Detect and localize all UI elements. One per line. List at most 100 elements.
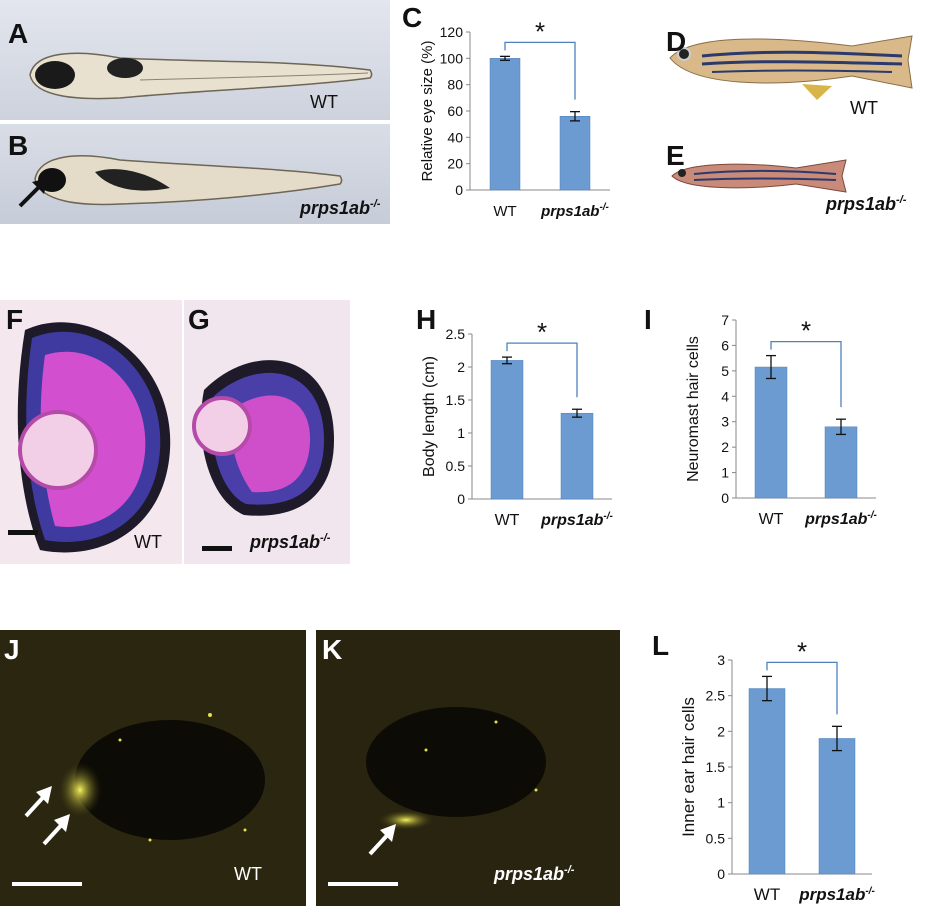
panel-letter-h: H: [416, 304, 437, 335]
y-tick-label: 0: [457, 491, 465, 507]
panel-letter-k: K: [322, 634, 343, 665]
x-tick-label: WT: [495, 512, 520, 529]
x-tick-label: prps1ab-/-: [804, 510, 877, 528]
confocal-mutant-drawing: [316, 630, 620, 906]
genotype-superscript: -/-: [370, 198, 381, 210]
x-tick-label: WT: [759, 511, 784, 528]
significance-bracket: [504, 41, 576, 100]
y-tick-label: 100: [440, 50, 464, 66]
y-tick-label: 1: [721, 465, 729, 481]
panel-letter-e: E: [666, 140, 685, 171]
panel-letter-c: C: [402, 2, 423, 33]
panel-f-eye-section: [0, 300, 182, 564]
y-tick-label: 7: [721, 312, 729, 328]
arrow-icon: [24, 786, 52, 818]
y-tick-label: 2: [717, 723, 725, 739]
genotype-name: prps1ab: [494, 864, 565, 884]
panel-a-genotype: WT: [310, 92, 338, 112]
panel-letter-f: F: [6, 304, 24, 335]
x-tick-label: WT: [493, 203, 516, 220]
panel-letter-g: G: [188, 304, 210, 335]
genotype-superscript: -/-: [896, 194, 907, 206]
larva-wt-drawing: [29, 52, 373, 100]
panel-e-genotype: prps1ab-/-: [826, 194, 906, 215]
y-axis-label: Body length (cm): [421, 356, 438, 477]
panel-letter-d: D: [666, 26, 687, 57]
bar-wt: [748, 688, 786, 875]
panel-d-fish-image: [662, 16, 922, 114]
y-tick-label: 80: [447, 77, 463, 93]
panel-b-larva-image: [0, 124, 390, 224]
bar-mutant: [818, 738, 856, 875]
y-tick-label: 1.5: [446, 392, 466, 408]
adult-fish-wt-drawing: [669, 35, 913, 100]
panel-j-genotype: WT: [234, 864, 262, 884]
y-tick-label: 0: [455, 182, 463, 198]
panel-letter-i: I: [644, 304, 652, 335]
x-tick-label: prps1ab-/-: [540, 202, 609, 220]
y-tick-label: 4: [721, 388, 729, 404]
genotype-name: prps1ab: [250, 532, 321, 552]
bar-mutant: [559, 116, 591, 191]
confocal-wt-drawing: [0, 630, 306, 906]
panel-g-genotype: prps1ab-/-: [250, 532, 330, 553]
x-tick-label: prps1ab-/-: [540, 511, 613, 529]
chart-body-length: 0 0.5 1 1.5 2 2.5 Body length (cm) WT prps1ab-/-…: [421, 317, 614, 529]
bar-mutant: [560, 412, 594, 500]
y-tick-label: 60: [447, 103, 463, 119]
panel-f-genotype: WT: [134, 532, 162, 552]
bar-wt: [754, 366, 788, 499]
y-tick-label: 2.5: [706, 688, 726, 704]
panel-k-confocal-image: [316, 630, 620, 906]
panel-j-confocal-image: [0, 630, 306, 906]
y-tick-label: 20: [447, 156, 463, 172]
y-tick-label: 2.5: [446, 326, 466, 342]
significance-star: *: [535, 16, 545, 46]
chart-neuromast-hair-cells: 0 1 2 3 4 5 6 7 Neuromast hair cells WT prps1ab-/-…: [685, 312, 878, 528]
panel-letter-b: B: [8, 130, 29, 161]
y-axis-label: Inner ear hair cells: [679, 697, 698, 837]
y-tick-label: 0.5: [446, 458, 466, 474]
y-tick-label: 1.5: [706, 759, 726, 775]
genotype-superscript: -/-: [564, 864, 575, 876]
panel-letter-a: A: [8, 18, 29, 49]
x-tick-label: WT: [754, 885, 780, 904]
panel-d-genotype: WT: [850, 98, 878, 118]
y-tick-label: 6: [721, 337, 729, 353]
genotype-name: prps1ab: [300, 198, 371, 218]
y-axis-label: Neuromast hair cells: [685, 336, 702, 482]
y-tick-label: 5: [721, 363, 729, 379]
significance-star: *: [801, 316, 811, 346]
y-tick-label: 3: [721, 414, 729, 430]
y-tick-label: 2: [457, 359, 465, 375]
bar-wt: [490, 360, 524, 500]
arrow-icon: [42, 814, 70, 846]
y-tick-label: 1: [457, 425, 465, 441]
genotype-superscript: -/-: [320, 532, 331, 544]
arrow-icon: [18, 178, 48, 208]
significance-bracket: [770, 340, 842, 408]
adult-fish-mutant-drawing: [671, 159, 847, 193]
y-tick-label: 40: [447, 129, 463, 145]
y-tick-label: 0: [721, 490, 729, 506]
bar-mutant: [824, 426, 858, 499]
panel-g-eye-section: [184, 300, 350, 564]
y-tick-label: 3: [717, 652, 725, 668]
y-tick-label: 0: [717, 866, 725, 882]
y-tick-label: 0.5: [706, 830, 726, 846]
panel-k-genotype: prps1ab-/-: [494, 864, 574, 885]
significance-bracket: [506, 342, 578, 398]
panel-e-fish-image: [666, 150, 856, 200]
eye-section-mutant-drawing: [192, 360, 334, 551]
panel-a-larva-image: [0, 0, 390, 120]
significance-star: *: [537, 317, 547, 347]
y-tick-label: 2: [721, 439, 729, 455]
panel-letter-l: L: [652, 630, 670, 661]
x-tick-label: prps1ab-/-: [798, 885, 875, 904]
panel-letter-j: J: [4, 634, 20, 665]
y-tick-label: 1: [717, 795, 725, 811]
y-tick-label: 120: [440, 24, 464, 40]
significance-bracket: [766, 661, 838, 715]
eye-section-wt-drawing: [8, 322, 171, 553]
